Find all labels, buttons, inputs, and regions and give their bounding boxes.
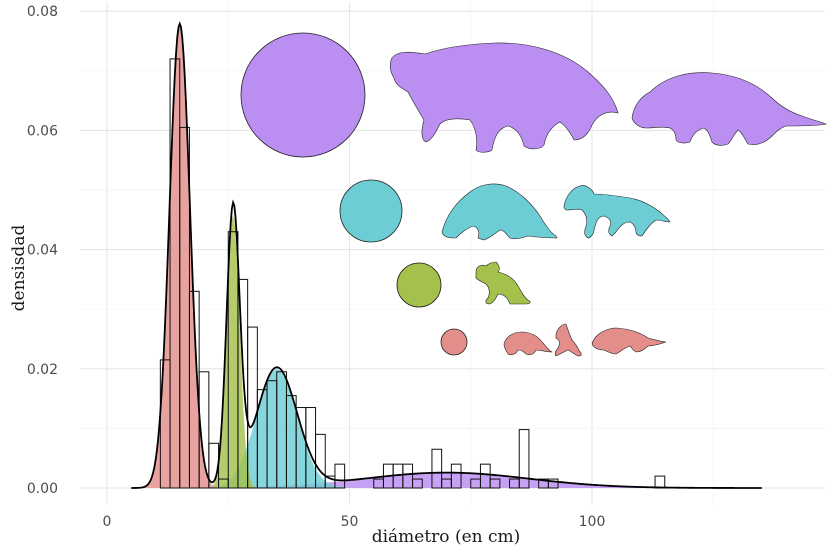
- density-components: [131, 23, 762, 489]
- y-tick-label: 0.08: [27, 4, 58, 20]
- rabbit-silhouette: [475, 261, 531, 305]
- histogram-bar: [402, 463, 414, 489]
- histogram-bars: [159, 58, 666, 489]
- histogram-bar: [431, 448, 443, 489]
- size-circle-mediano: [339, 179, 403, 243]
- x-tick-label: 0: [103, 514, 112, 530]
- total-density: [131, 21, 762, 489]
- size-circle-grande: [240, 32, 366, 158]
- cat-silhouette: [563, 185, 671, 239]
- small-armadillo-silhouette: [591, 327, 667, 355]
- x-tick-label: 50: [341, 514, 359, 530]
- histogram-bar: [315, 433, 326, 489]
- kangaroo-rat-silhouette: [554, 323, 582, 357]
- animal-silhouettes: [389, 42, 827, 357]
- size-circle-pequeno: [440, 328, 468, 356]
- y-tick-label: 0.06: [27, 123, 58, 139]
- density-curve: [131, 21, 762, 489]
- small-rodent-silhouette: [503, 331, 553, 356]
- anteater-silhouette: [441, 183, 558, 241]
- histogram-bar: [334, 463, 346, 489]
- histogram-bar: [450, 463, 462, 489]
- histogram-bar: [654, 475, 666, 489]
- armadillo-silhouette: [631, 72, 827, 146]
- glyptodon-silhouette: [389, 42, 619, 153]
- density-component-mediano: [131, 369, 762, 488]
- x-axis-title: diámetro (en cm): [372, 527, 521, 547]
- y-tick-label: 0.02: [27, 362, 58, 378]
- y-axis-title: densisdad: [9, 225, 29, 312]
- size-circles: [240, 32, 468, 356]
- histogram-bar: [412, 478, 423, 489]
- density-component-pequeño: [131, 23, 762, 489]
- size-circle-mediano-pequeno: [396, 262, 442, 308]
- histogram-bar: [547, 478, 559, 489]
- x-axis-ticks: 0 50 100: [103, 514, 606, 530]
- histogram-bar: [479, 463, 491, 489]
- y-tick-label: 0.00: [27, 481, 58, 497]
- density-component-grande: [131, 472, 762, 488]
- histogram-bar: [518, 429, 530, 489]
- x-tick-label: 100: [579, 514, 606, 530]
- y-tick-label: 0.04: [27, 243, 58, 259]
- histogram-bar: [489, 478, 501, 489]
- y-axis-ticks: 0.00 0.02 0.04 0.06 0.08: [27, 4, 58, 497]
- histogram-bar: [198, 371, 210, 489]
